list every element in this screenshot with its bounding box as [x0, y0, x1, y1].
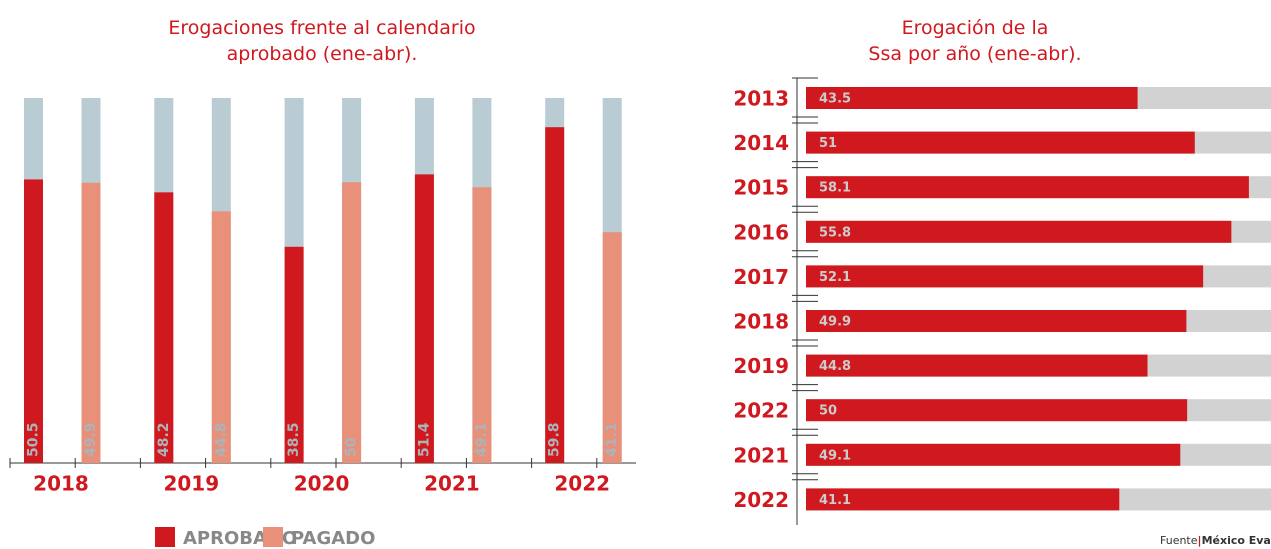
bar: [806, 354, 1148, 377]
value-label: 49.9: [83, 422, 99, 457]
bar: [806, 399, 1188, 422]
bar: [806, 131, 1195, 154]
bar: [806, 310, 1187, 332]
value-label: 51: [819, 136, 837, 151]
y-tick-label: 2022: [733, 488, 789, 512]
y-tick-label: 2017: [733, 265, 789, 289]
value-label: 44.8: [213, 422, 229, 457]
value-label: 51.4: [416, 422, 432, 457]
y-tick-label: 2013: [733, 87, 789, 111]
y-tick-label: 2016: [733, 220, 789, 244]
bar: [806, 265, 1204, 288]
bar: [24, 179, 43, 463]
source-label: Fuente: [1160, 534, 1198, 547]
value-label: 49.1: [819, 448, 851, 463]
value-label: 50: [344, 437, 360, 457]
value-label: 38.5: [286, 422, 302, 457]
source-name: México Evalúa: [1202, 534, 1271, 547]
y-tick-label: 2022: [733, 399, 789, 423]
bar: [806, 87, 1138, 109]
bar: [154, 192, 174, 464]
bar: [284, 246, 304, 463]
x-tick-label: 2022: [554, 472, 610, 496]
legend-swatch: [155, 527, 175, 547]
bar: [211, 211, 231, 463]
bar: [472, 187, 492, 464]
bar: [806, 488, 1120, 511]
value-label: 48.2: [156, 422, 172, 457]
value-label: 55.8: [819, 225, 851, 240]
x-tick-label: 2018: [33, 472, 89, 496]
chart-title: Erogación de la Ssa por año (ene-abr).: [868, 17, 1081, 65]
value-label: 41.1: [604, 422, 620, 457]
title-line: Erogaciones frente al calendario: [168, 17, 475, 39]
value-label: 41.1: [819, 493, 851, 508]
y-tick-label: 2018: [733, 310, 789, 334]
value-label: 50.5: [26, 422, 42, 457]
title-line: Erogación de la: [902, 17, 1049, 39]
bar: [806, 443, 1181, 466]
bar: [342, 182, 362, 463]
y-tick-label: 2019: [733, 354, 789, 378]
y-tick-label: 2014: [733, 131, 789, 155]
value-label: 43.5: [819, 92, 851, 107]
value-label: 49.1: [474, 422, 490, 457]
value-label: 52.1: [819, 270, 851, 285]
value-label: 59.8: [547, 422, 563, 457]
x-tick-label: 2020: [294, 472, 350, 496]
x-tick-label: 2021: [424, 472, 480, 496]
bar: [806, 176, 1249, 199]
value-label: 58.1: [819, 181, 851, 196]
chart-title: Erogaciones frente al calendario aprobado…: [168, 17, 475, 65]
title-line: Ssa por año (ene-abr).: [868, 43, 1081, 65]
bar: [602, 232, 622, 463]
value-label: 44.8: [819, 359, 851, 374]
legend-label: PAGADO: [291, 528, 375, 549]
legend-swatch: [263, 527, 283, 547]
x-tick-label: 2019: [163, 472, 219, 496]
value-label: 49.9: [819, 315, 851, 330]
y-tick-label: 2015: [733, 176, 789, 200]
title-line: aprobado (ene-abr).: [227, 43, 418, 65]
bar: [545, 127, 565, 463]
bar: [81, 182, 101, 464]
source: Fuente|México Evalúa: [1160, 534, 1271, 547]
y-tick-label: 2021: [733, 443, 789, 467]
bar: [806, 220, 1232, 243]
separator: |: [1198, 534, 1202, 547]
bar: [414, 174, 434, 463]
value-label: 50: [819, 404, 837, 419]
